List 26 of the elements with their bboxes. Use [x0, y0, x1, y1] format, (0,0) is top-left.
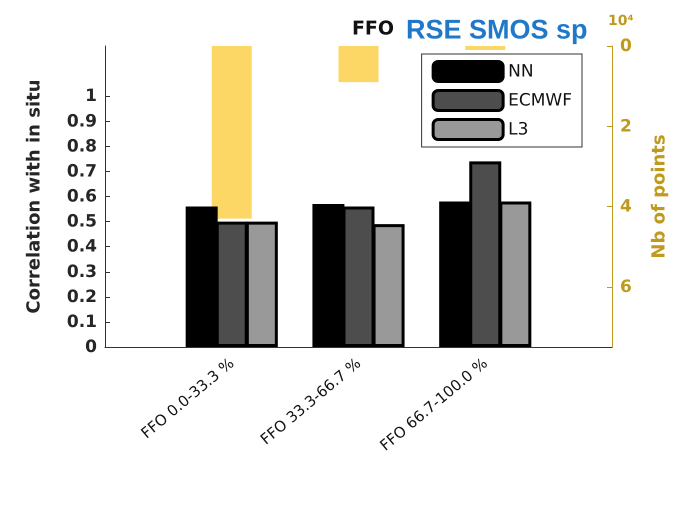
text: 10⁴ [608, 13, 634, 29]
y2-axis-title: Nb of points [648, 134, 670, 259]
y-tick-label: 0.4 [66, 236, 98, 257]
y-tick-label: 0.9 [66, 111, 97, 132]
chart-title: FFO [352, 18, 394, 40]
bar [212, 46, 252, 219]
y-tick-label: 0.6 [66, 186, 97, 206]
y-tick-label: 0.8 [66, 136, 97, 156]
bar [465, 46, 506, 50]
legend-label: NN [508, 62, 534, 82]
text: RSE SMOS sp [406, 14, 588, 44]
y-tick-label: 0.7 [66, 161, 97, 182]
y-tick-label: 0.1 [66, 312, 97, 332]
y-tick-label: 0.3 [66, 262, 97, 282]
y-tick-label: 0.5 [66, 212, 97, 232]
legend-label: L3 [508, 120, 528, 140]
y2-tick-label: 6 [620, 276, 632, 297]
y-axis-title: Correlation with in situ [24, 79, 44, 314]
bar [338, 46, 378, 82]
y2-tick-label: 2 [620, 116, 632, 136]
y-tick-label: 0 [85, 337, 98, 357]
y-tick-label: 1 [85, 86, 97, 106]
legend-label: ECMWF [508, 90, 572, 110]
y2-tick-label: 0 [620, 36, 632, 56]
y2-tick-label: 4 [620, 196, 632, 217]
y-tick-label: 0.2 [66, 286, 97, 307]
